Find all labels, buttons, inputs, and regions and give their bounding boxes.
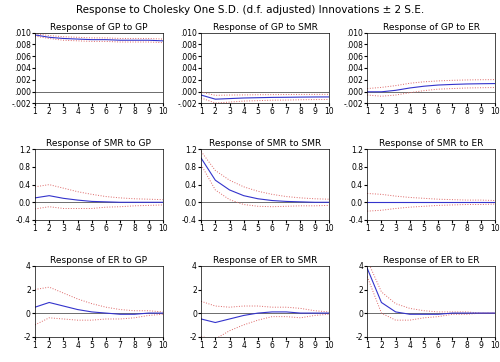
Title: Response of ER to SMR: Response of ER to SMR <box>213 256 317 265</box>
Title: Response of GP to SMR: Response of GP to SMR <box>212 23 318 32</box>
Title: Response of SMR to ER: Response of SMR to ER <box>379 139 484 148</box>
Title: Response of GP to GP: Response of GP to GP <box>50 23 148 32</box>
Title: Response of ER to GP: Response of ER to GP <box>50 256 148 265</box>
Title: Response of SMR to SMR: Response of SMR to SMR <box>209 139 321 148</box>
Title: Response of ER to ER: Response of ER to ER <box>383 256 480 265</box>
Text: Response to Cholesky One S.D. (d.f. adjusted) Innovations ± 2 S.E.: Response to Cholesky One S.D. (d.f. adju… <box>76 5 424 16</box>
Title: Response of SMR to GP: Response of SMR to GP <box>46 139 152 148</box>
Title: Response of GP to ER: Response of GP to ER <box>382 23 480 32</box>
